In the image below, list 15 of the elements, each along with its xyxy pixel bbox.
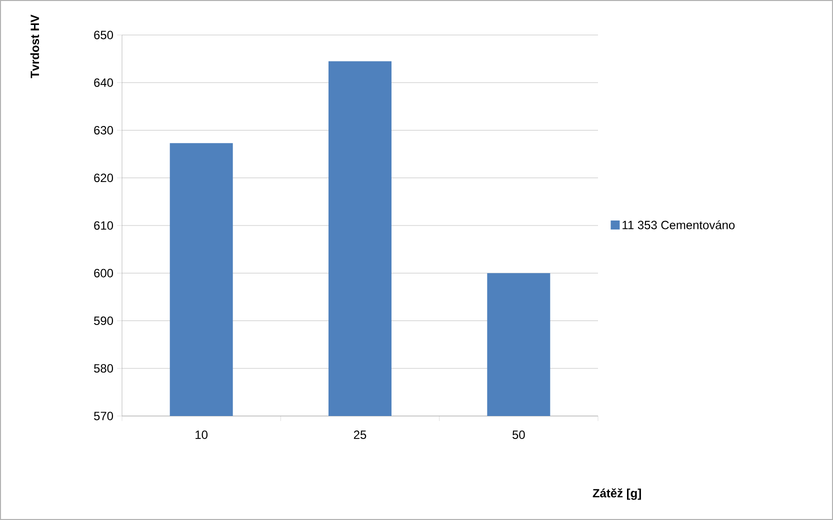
y-axis-title: Tvrdost HV <box>30 14 40 78</box>
x-tick-label: 25 <box>354 430 366 439</box>
y-tick-label: 620 <box>94 174 114 182</box>
y-tick-label: 610 <box>94 221 114 230</box>
y-tick-label: 590 <box>94 316 114 325</box>
y-tick-label: 650 <box>94 30 114 40</box>
y-tick-label: 580 <box>94 364 114 373</box>
legend-label: 11 353 Cementováno <box>622 220 735 230</box>
y-tick-label: 630 <box>94 126 114 134</box>
y-tick-label: 570 <box>94 412 114 420</box>
y-tick-label: 640 <box>94 78 114 87</box>
x-tick-label: 10 <box>196 430 208 439</box>
y-tick-label: 600 <box>94 268 114 278</box>
x-tick-label: 50 <box>512 430 525 439</box>
x-axis-title: Zátěž [g] <box>592 488 641 500</box>
